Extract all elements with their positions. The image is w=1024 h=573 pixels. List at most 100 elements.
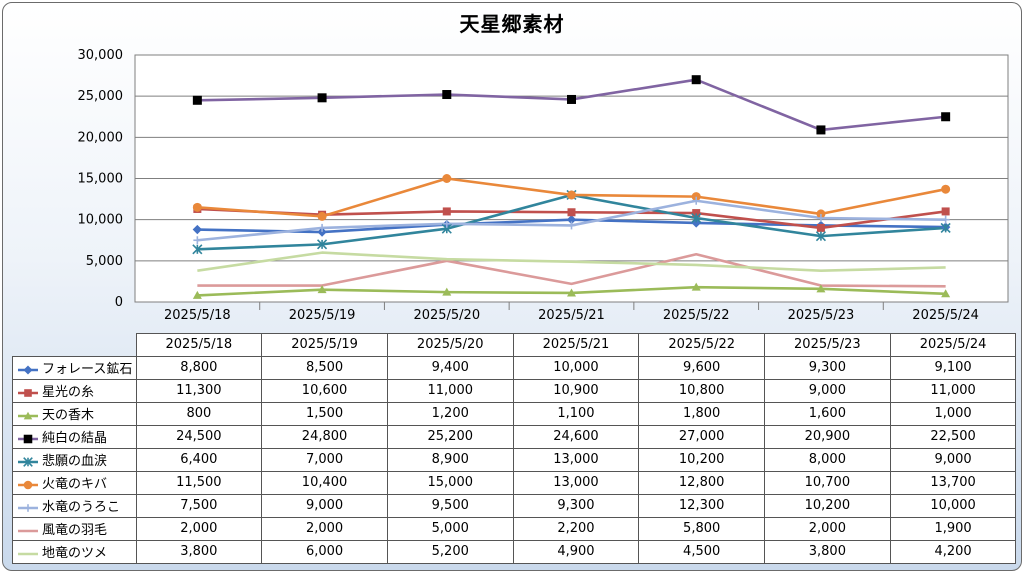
legend-key-icon [18, 364, 38, 375]
data-point [816, 125, 826, 135]
data-point [692, 196, 701, 205]
x-tick-label: 2025/5/22 [663, 308, 730, 323]
y-tick-label: 20,000 [78, 130, 124, 145]
table-cell: 10,800 [638, 378, 766, 403]
y-tick-label: 25,000 [78, 89, 124, 104]
table-cell: 15,000 [386, 470, 514, 495]
data-point [692, 209, 701, 218]
legend-entry: 火竜のキバ [12, 470, 137, 495]
table-row: 風竜の羽毛 2,000 2,000 5,000 2,200 5,800 2,000 1,900 [12, 516, 1017, 541]
table-cell: 13,000 [512, 447, 640, 472]
table-row: 火竜のキバ 11,500 10,400 15,000 13,000 12,800 10,70… [12, 470, 1017, 495]
table-cell: 9,000 [764, 378, 891, 403]
table-cell: 7,000 [261, 447, 388, 472]
table-cell: 8,000 [764, 447, 891, 472]
table-cell: 5,200 [386, 539, 514, 564]
x-tick-label: 2025/5/21 [538, 308, 605, 323]
data-point [193, 236, 202, 245]
table-cell: 800 [135, 401, 263, 426]
table-cell: 3,800 [135, 539, 263, 564]
data-point [567, 190, 576, 200]
table-cell: 24,800 [261, 424, 388, 449]
table-cell: 9,400 [386, 355, 514, 380]
legend-key-icon [18, 388, 38, 397]
x-tick-label: 2025/5/23 [788, 308, 855, 323]
data-point [317, 285, 327, 294]
legend-label: フォレース鉱石 [42, 362, 133, 377]
data-point [192, 224, 203, 235]
data-point [317, 211, 327, 221]
data-point [192, 290, 202, 299]
table-cell: 22,500 [889, 424, 1017, 449]
data-point [941, 207, 950, 216]
data-table: 2025/5/18 2025/5/19 2025/5/20 2025/5/21 2025… [12, 333, 1017, 564]
table-cell: 11,000 [889, 378, 1017, 403]
legend-label: 火竜のキバ [42, 477, 108, 492]
table-cell: 11,300 [135, 378, 263, 403]
table-cell: 11,500 [135, 470, 263, 495]
data-point [941, 289, 951, 298]
data-point [442, 174, 452, 183]
data-point [317, 227, 327, 237]
table-header-cell: 2025/5/20 [386, 333, 514, 357]
data-point [442, 90, 452, 100]
table-header-cell: 2025/5/19 [261, 333, 388, 357]
data-point [442, 287, 452, 296]
table-cell: 1,000 [889, 401, 1017, 426]
table-row: 水竜のうろこ 7,500 9,000 9,500 9,300 12,300 10,200 10… [12, 493, 1017, 518]
x-tick-label: 2025/5/19 [289, 308, 356, 323]
y-tick-label: 5,000 [86, 254, 123, 269]
table-cell: 1,900 [889, 516, 1017, 541]
legend-label: 天の香木 [42, 408, 95, 423]
data-point [941, 112, 951, 122]
data-point [317, 93, 327, 103]
x-tick-label: 2025/5/20 [413, 308, 480, 323]
table-header-cell: 2025/5/24 [889, 333, 1017, 357]
data-point [442, 219, 451, 228]
series-line [197, 251, 946, 273]
table-cell: 2,000 [135, 516, 263, 541]
table-cell: 5,000 [386, 516, 514, 541]
table-header-cell: 2025/5/21 [512, 333, 640, 357]
data-point [940, 222, 951, 233]
data-point [691, 75, 701, 85]
data-point [567, 94, 576, 104]
legend-entry: 地竜のツメ [12, 539, 137, 564]
data-point [567, 288, 576, 297]
data-point [567, 221, 576, 230]
table-cell: 1,600 [764, 401, 891, 426]
table-cell: 9,300 [512, 493, 640, 518]
data-point [567, 208, 576, 217]
table-cell: 2,200 [512, 516, 640, 541]
table-row: 純白の結晶 24,500 24,800 25,200 24,600 27,000 20,90… [12, 424, 1017, 449]
table-row: 悲願の血涙 6,400 7,000 8,900 13,000 10,200 8,000 9,0… [12, 447, 1017, 472]
table-cell: 7,500 [135, 493, 263, 518]
legend-entry: 悲願の血涙 [12, 447, 137, 472]
legend-entry: フォレース鉱石 [12, 355, 137, 380]
table-cell: 4,500 [638, 539, 766, 564]
legend-key-icon [18, 480, 38, 489]
table-header-cell: 2025/5/18 [135, 333, 263, 357]
data-point [691, 282, 701, 291]
legend-label: 純白の結晶 [42, 431, 108, 446]
table-cell: 10,600 [261, 378, 388, 403]
table-cell: 25,200 [386, 424, 514, 449]
table-cell: 13,700 [889, 470, 1017, 495]
table-cell: 8,800 [135, 355, 263, 380]
data-point [816, 214, 825, 223]
legend-label: 星光の糸 [42, 385, 95, 400]
table-cell: 1,500 [261, 401, 388, 426]
legend-entry: 純白の結晶 [12, 424, 137, 449]
table-cell: 24,600 [512, 424, 640, 449]
y-tick-label: 15,000 [78, 172, 124, 187]
table-corner [13, 334, 137, 357]
table-cell: 6,400 [135, 447, 263, 472]
legend-key-icon [18, 552, 38, 555]
table-cell: 13,000 [512, 470, 640, 495]
data-point [192, 202, 202, 212]
table-cell: 5,800 [638, 516, 766, 541]
legend-key-icon [18, 456, 38, 467]
y-tick-label: 30,000 [78, 48, 124, 63]
legend-label: 悲願の血涙 [42, 454, 108, 469]
